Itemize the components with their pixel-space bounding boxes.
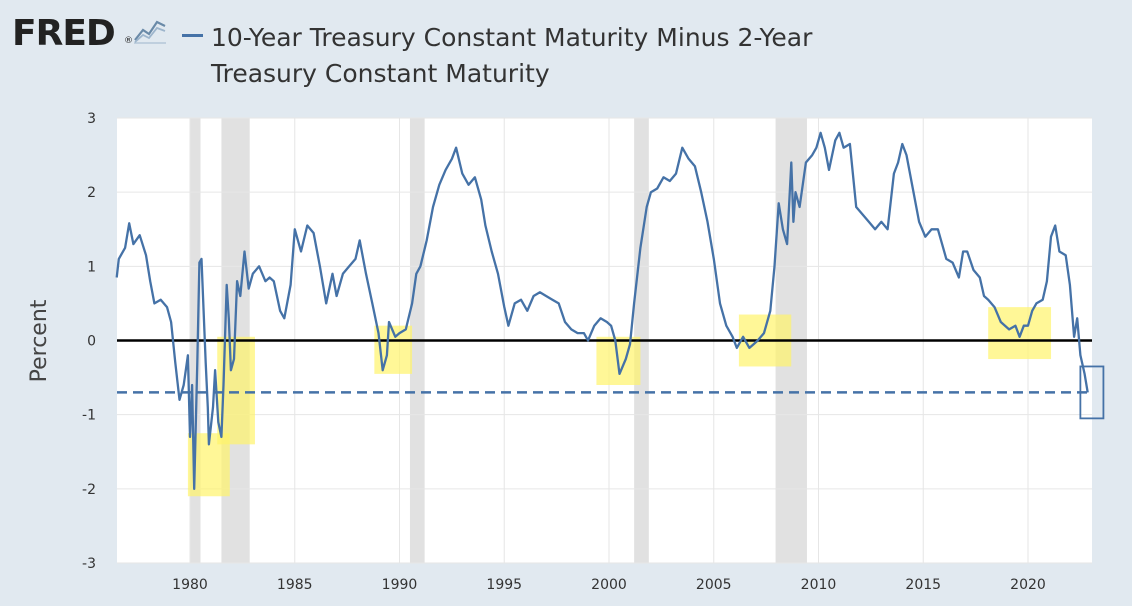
chart-title: 10-Year Treasury Constant Maturity Minus… [211,23,813,88]
line-chart-icon [134,20,166,44]
y-tick-label: -3 [82,556,96,572]
series-line[interactable] [115,131,1089,490]
x-tick-label: 1980 [172,577,208,593]
x-tick-label: 1985 [277,577,313,593]
y-tick-label: 0 [87,334,96,350]
registered-mark: ® [124,36,133,46]
x-tick-label: 1990 [382,577,418,593]
callout-box [1079,365,1105,420]
y-tick-label: 3 [87,111,96,127]
x-tick-label: 2020 [1010,577,1046,593]
x-tick-label: 2015 [905,577,941,593]
y-axis-label: Percent [27,299,52,382]
legend-swatch [182,34,203,37]
x-tick-label: 2000 [591,577,627,593]
y-tick-label: 2 [87,185,96,201]
fred-logo[interactable]: FRED [12,13,116,54]
x-tick-label: 1995 [486,577,522,593]
y-tick-label: -2 [82,482,96,498]
y-tick-label: 1 [87,259,96,275]
y-tick-label: -1 [82,408,96,424]
x-tick-label: 2005 [696,577,732,593]
chart-header: FRED ® 10-Year Treasury Constant Maturit… [0,0,1132,110]
x-tick-label: 2010 [801,577,837,593]
